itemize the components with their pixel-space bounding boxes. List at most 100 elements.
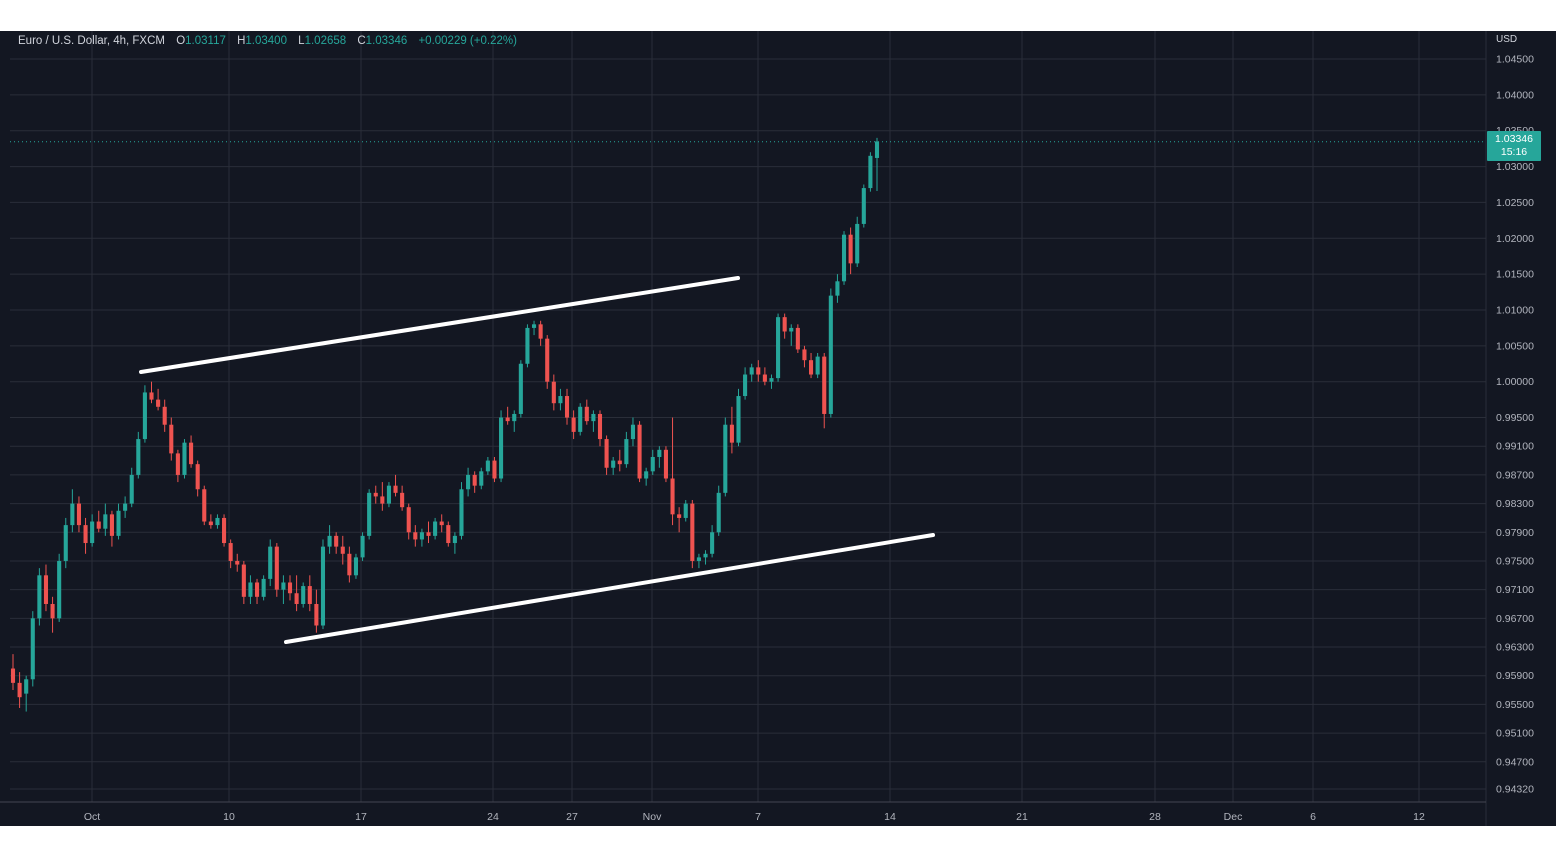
candle [347, 546, 352, 583]
candle-body [287, 582, 293, 594]
candle-body [169, 424, 174, 454]
candle [822, 353, 827, 429]
candle-body [433, 521, 438, 536]
candle [604, 435, 609, 475]
price-tick-label: 0.97900 [1496, 527, 1534, 539]
candle [756, 360, 761, 382]
candle-body [789, 327, 794, 332]
candle [499, 410, 504, 483]
open-value: 1.03117 [185, 35, 226, 47]
candle [617, 449, 622, 472]
candle-body [320, 546, 326, 626]
candle [690, 500, 695, 569]
candle [644, 467, 649, 486]
candle-body [57, 560, 62, 619]
candle [551, 374, 556, 411]
candle-body [591, 413, 596, 422]
candle [591, 410, 596, 432]
candle-body [776, 317, 781, 379]
candle [268, 539, 273, 587]
candle-body [400, 492, 405, 508]
candle-body [479, 471, 484, 486]
candle-body [874, 141, 880, 158]
candle [413, 525, 418, 547]
candle-body [624, 439, 629, 465]
candle-body [564, 396, 570, 418]
candle [63, 517, 68, 569]
candle-body [644, 471, 649, 479]
candle-body [195, 464, 200, 490]
candle-body [149, 392, 154, 400]
candle-body [373, 492, 378, 497]
candle-body [868, 155, 873, 189]
candle [452, 532, 457, 554]
price-tick-label: 1.04500 [1496, 54, 1534, 66]
candle-body [413, 532, 418, 540]
candle [743, 367, 748, 400]
candle [10, 654, 16, 691]
candle-body [386, 485, 391, 504]
candle-body [281, 582, 286, 590]
candle-body [261, 578, 266, 597]
candle [386, 482, 391, 508]
candle-body [723, 424, 728, 493]
candle-body [17, 682, 22, 698]
low-label: L [298, 35, 305, 47]
candle [142, 385, 147, 443]
candle-body [795, 327, 800, 350]
candle-body [30, 618, 35, 680]
candle-body [769, 378, 774, 382]
candle [373, 485, 378, 504]
candle-body [393, 485, 398, 493]
candle-body [123, 503, 128, 511]
candle-body [208, 521, 213, 526]
candle-body [353, 557, 359, 576]
price-tick-label: 1.02500 [1496, 197, 1534, 209]
candle [222, 514, 227, 547]
candle [340, 535, 345, 565]
time-tick-label: 28 [1149, 811, 1161, 823]
candle-body [136, 439, 141, 475]
candle [334, 532, 339, 554]
time-tick-label: Oct [84, 811, 100, 823]
candle-body [809, 360, 814, 375]
chart-panel[interactable]: 1.045001.040001.035001.030001.025001.020… [0, 31, 1556, 826]
candle [670, 417, 675, 526]
candle [287, 575, 293, 601]
candle [76, 496, 81, 533]
candle-body [716, 492, 721, 533]
candle [274, 543, 279, 597]
candle [749, 363, 754, 382]
last-price-badge: 1.03346 15:16 [1487, 131, 1541, 161]
candle-body [360, 535, 365, 558]
candle-body [743, 374, 748, 397]
candle [294, 575, 299, 612]
candle [512, 410, 517, 432]
candle [241, 560, 246, 604]
candle [663, 446, 668, 483]
candle [116, 503, 121, 540]
candle [716, 485, 721, 536]
candle-body [222, 517, 227, 544]
candle [281, 575, 286, 604]
time-axis: Oct 10 17 24 27 Nov 7 14 21 28 Dec 6 12 [0, 801, 1486, 823]
high-label: H [237, 35, 246, 47]
candle-body [538, 324, 543, 339]
candle [254, 578, 260, 604]
candle [835, 274, 840, 303]
candle [149, 381, 154, 404]
price-tick-label: 0.95900 [1496, 670, 1534, 682]
candle [558, 388, 563, 411]
candle [446, 521, 451, 547]
candle-body [83, 525, 88, 544]
candle [848, 227, 853, 275]
candle [320, 539, 326, 630]
candlestick-chart[interactable]: 1.045001.040001.035001.030001.025001.020… [0, 31, 1556, 826]
price-tick-label: 1.00000 [1496, 376, 1534, 388]
candle [393, 474, 398, 497]
candle-body [248, 582, 253, 597]
close-label: C [357, 35, 366, 47]
price-tick-label: 0.94320 [1496, 784, 1534, 796]
candle [195, 460, 200, 497]
candle [736, 388, 741, 447]
